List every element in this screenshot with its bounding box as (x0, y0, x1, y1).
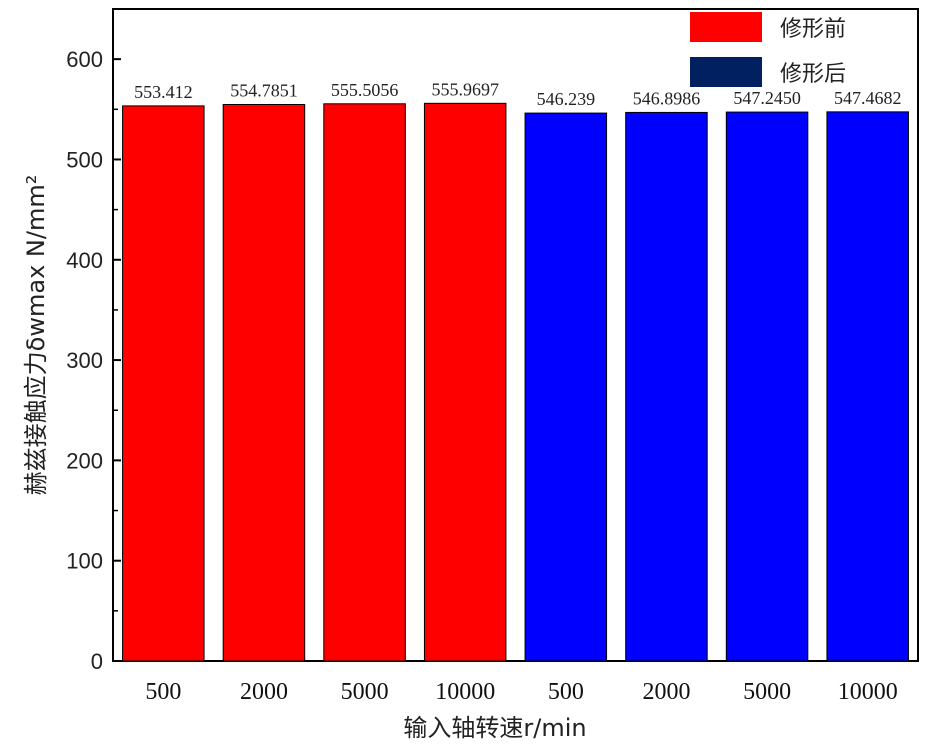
x-axis-title: 输入轴转速r/min (403, 714, 586, 742)
x-tick-label: 5000 (341, 679, 389, 705)
bar-7 (725, 111, 809, 662)
bar-value-label: 547.4682 (834, 88, 902, 108)
bar-value-label: 555.9697 (431, 79, 499, 99)
y-tick-label: 300 (66, 348, 103, 373)
bar-8 (826, 111, 909, 662)
x-tick-label: 5000 (743, 679, 791, 705)
x-tick-label: 500 (145, 679, 181, 705)
x-tick-label: 10000 (435, 679, 495, 705)
bar-6 (625, 111, 708, 662)
plot-frame (112, 8, 919, 662)
y-axis-title: 赫兹接触应力δwmax N/mm² (22, 175, 50, 496)
y-axis: 0 100 200 300 400 500 600 (66, 47, 121, 674)
y-tick-label: 0 (91, 649, 103, 674)
x-tick-label: 2000 (240, 679, 288, 705)
legend-label-before: 修形前 (780, 17, 846, 42)
legend: 修形前 修形后 (690, 12, 846, 87)
legend-swatch-before (690, 12, 762, 42)
x-tick-label: 10000 (838, 679, 898, 705)
x-tick-label: 2000 (642, 679, 690, 705)
x-tick-label: 500 (548, 679, 584, 705)
bar-value-label: 546.8986 (633, 88, 701, 108)
bar-5 (524, 112, 608, 662)
bar-2 (222, 104, 306, 662)
legend-swatch-after (690, 57, 762, 87)
bar-4 (423, 102, 507, 662)
y-tick-label: 100 (66, 549, 103, 574)
y-tick-label: 400 (66, 248, 103, 273)
bar-value-label: 555.5056 (331, 80, 399, 100)
bar-value-label: 547.2450 (733, 88, 801, 108)
legend-label-after: 修形后 (780, 62, 846, 87)
y-tick-label: 200 (66, 448, 103, 473)
bars-group (122, 102, 909, 662)
y-tick-label: 500 (66, 147, 103, 172)
bar-1 (122, 105, 205, 662)
bar-value-label: 554.7851 (230, 81, 298, 101)
bar-value-label: 553.412 (134, 82, 193, 102)
bar-3 (323, 103, 406, 662)
x-axis-tick-labels: 500 2000 5000 10000 500 2000 5000 10000 (145, 679, 897, 705)
y-tick-label: 600 (66, 47, 103, 72)
value-labels-group: 553.412 554.7851 555.5056 555.9697 546.239 54… (134, 79, 901, 109)
bar-value-label: 546.239 (537, 89, 596, 109)
